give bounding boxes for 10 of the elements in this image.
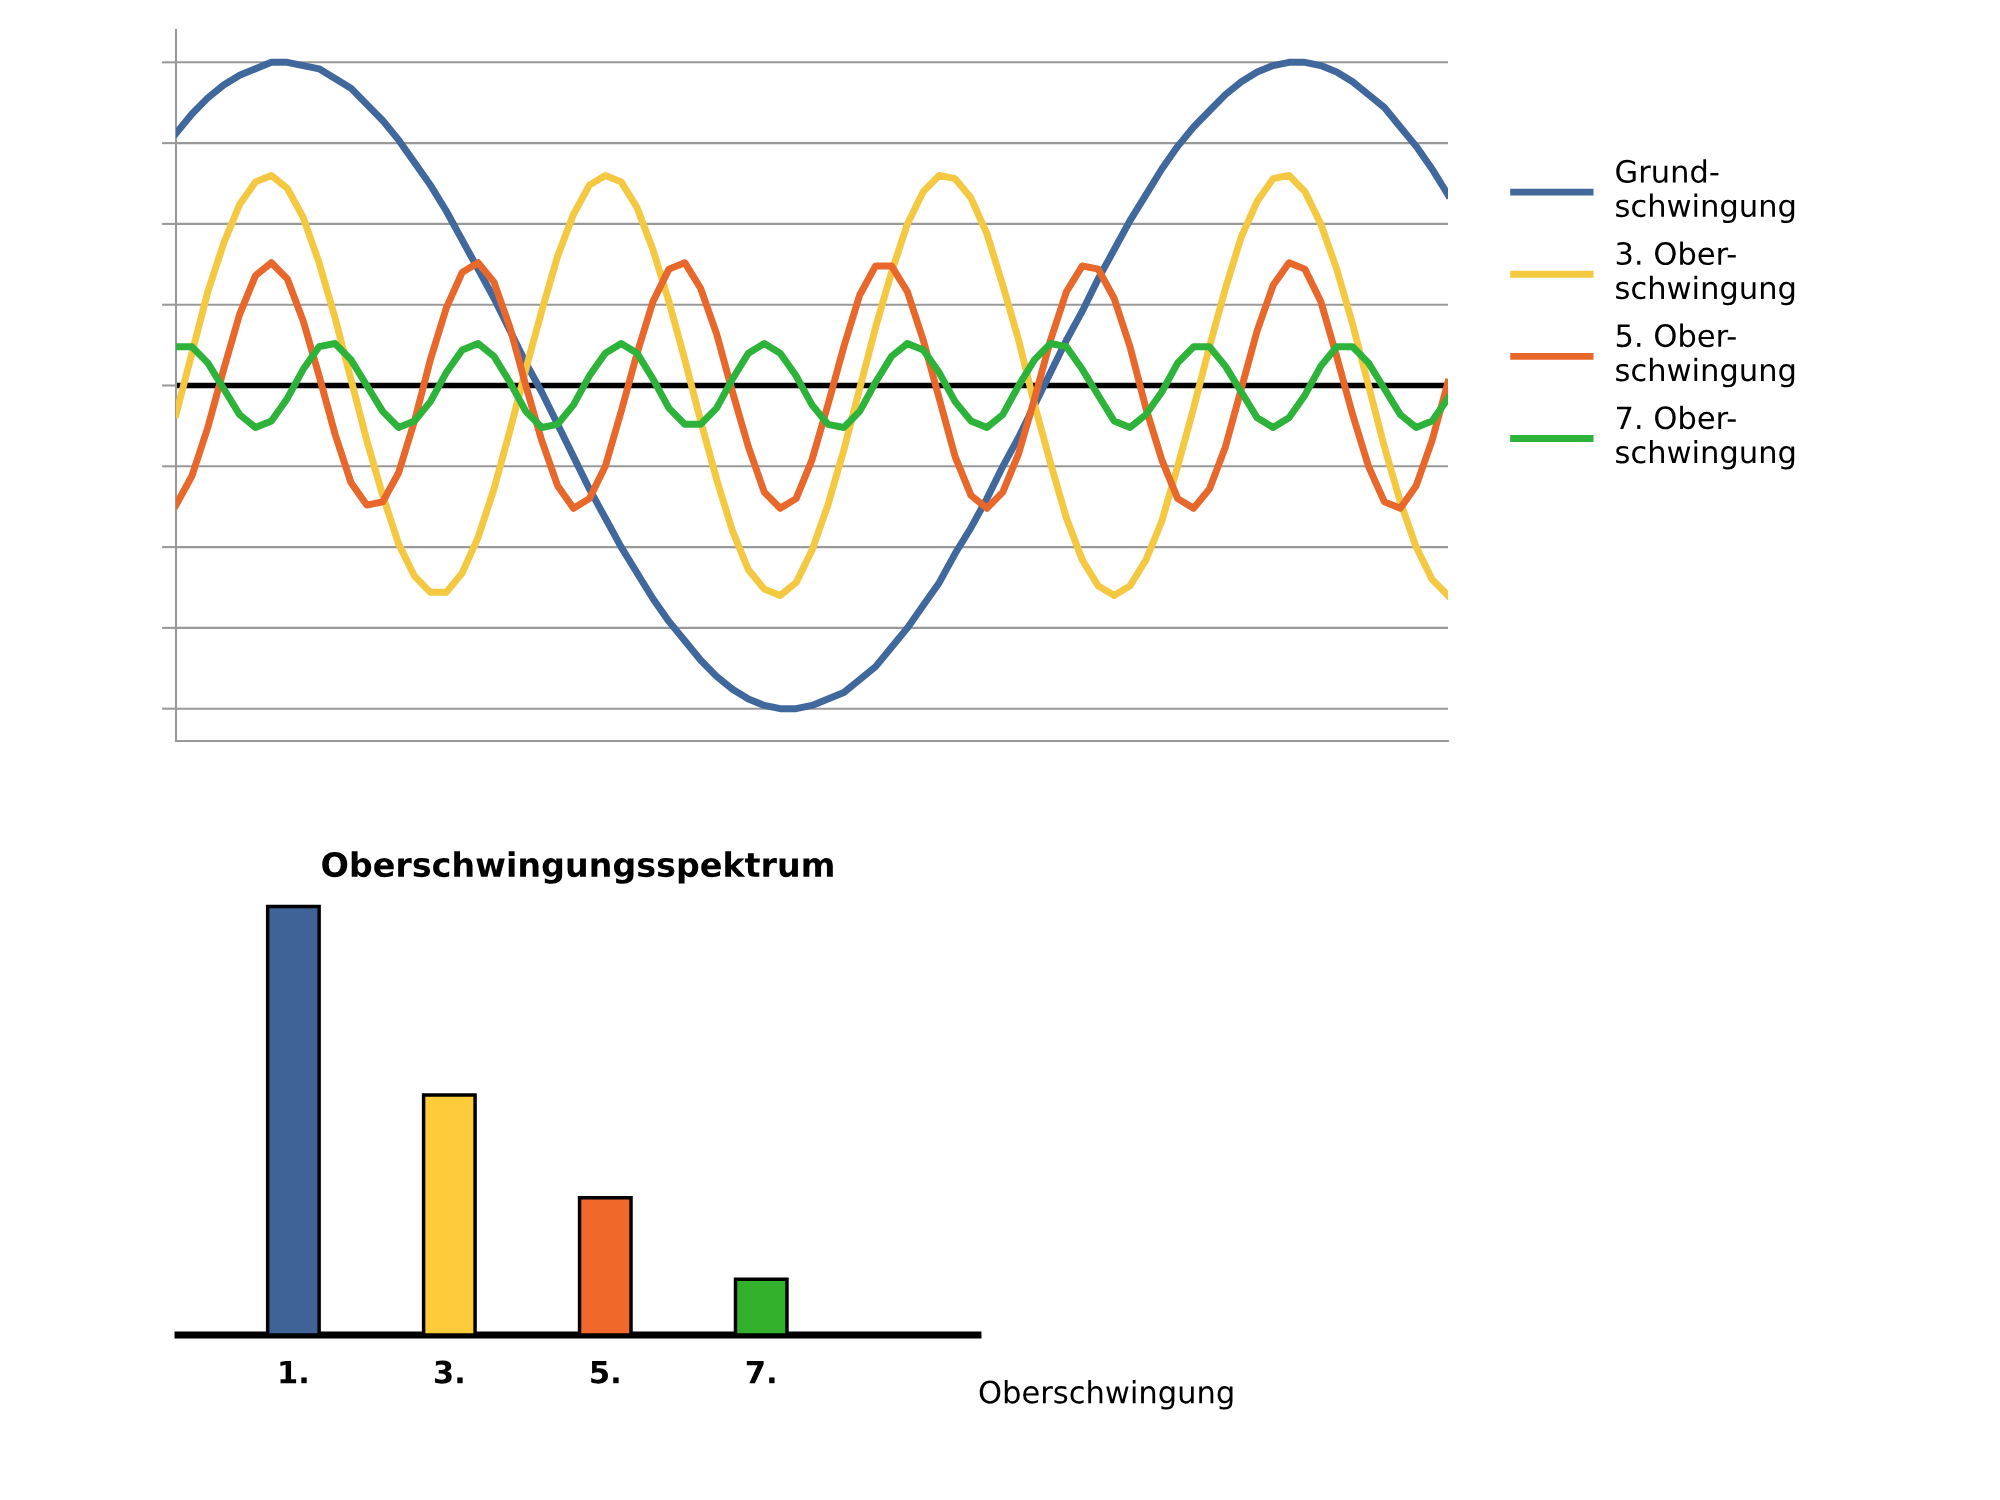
legend-label: 5. Ober- schwingung [1616, 323, 1795, 388]
x-tick-label: 5. [591, 1360, 619, 1384]
x-tick-label: 7. [746, 1360, 775, 1384]
chart-title: Oberschwingungsspektrum [322, 851, 833, 884]
x-axis-title: Oberschwingung [979, 1380, 1233, 1410]
x-tick-label: 3. [434, 1360, 463, 1384]
legend-label: Grund- schwingung [1616, 159, 1795, 224]
legend-label: 3. Ober- schwingung [1616, 241, 1795, 306]
legend-label: 7. Ober- schwingung [1616, 405, 1795, 470]
x-tick-label: 1. [280, 1360, 307, 1384]
